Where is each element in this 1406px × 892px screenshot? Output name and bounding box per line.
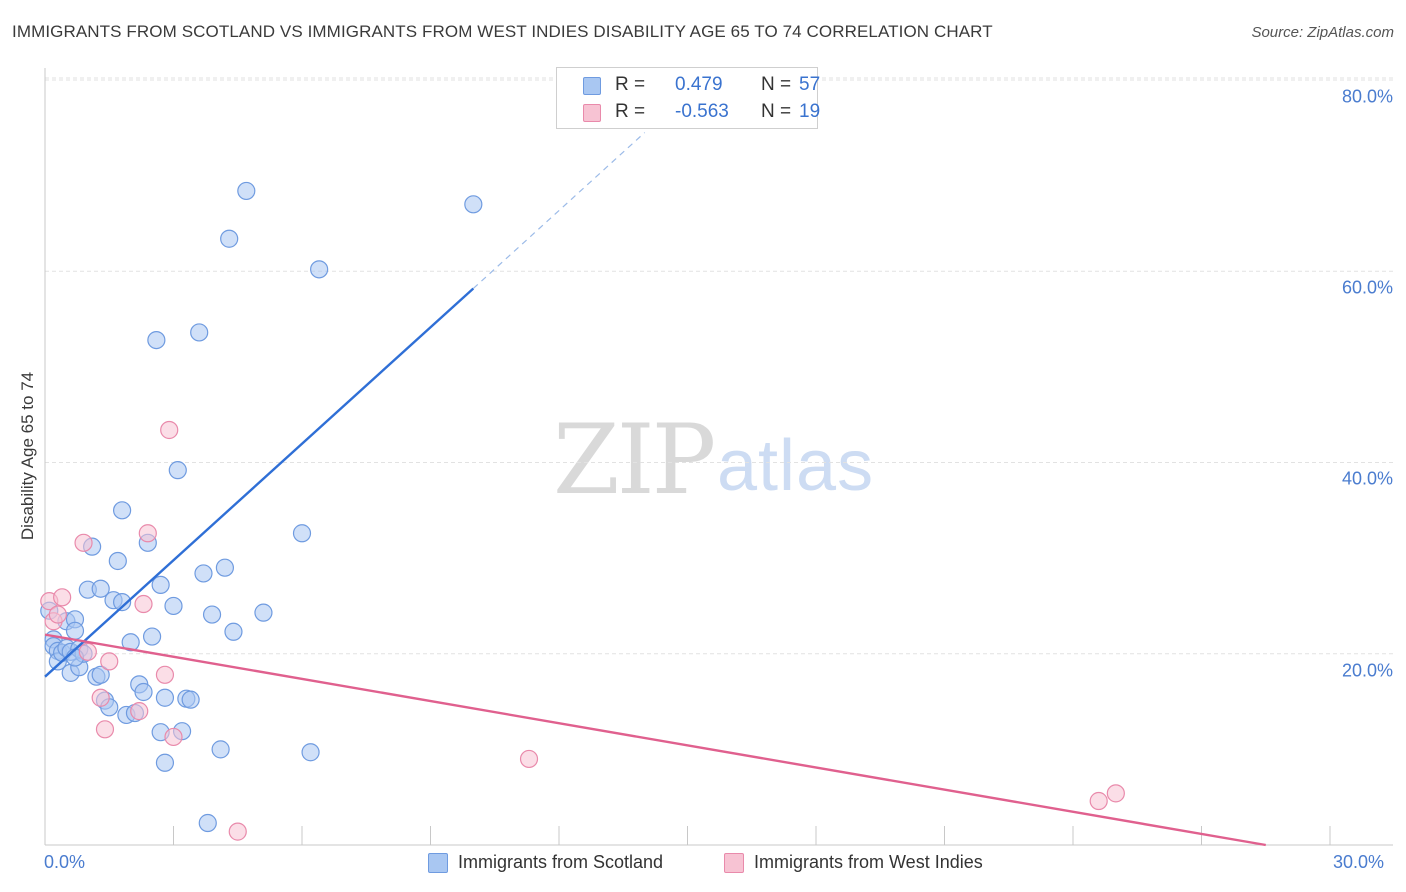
west-indies-point (228, 822, 247, 841)
legend-n-label: N = (761, 101, 792, 122)
scotland-point (215, 558, 234, 577)
watermark-atlas: atlas (717, 426, 875, 506)
west-indies-point (1106, 784, 1125, 803)
scotland-point (134, 682, 153, 702)
scotland-point (198, 813, 217, 833)
legend-n-label: N = (761, 74, 792, 95)
bottom-legend-swatch-west-indies (724, 853, 744, 873)
y-tick-label: 80.0% (1341, 86, 1393, 107)
scotland-point (237, 181, 256, 201)
y-axis-label: Disability Age 65 to 74 (18, 371, 37, 541)
west-indies-point (160, 420, 179, 440)
scotland-point (181, 690, 200, 709)
source-label: Source: ZipAtlas.com (1251, 24, 1394, 41)
scotland-point (211, 740, 230, 759)
scotland-point (164, 596, 183, 616)
scotland-point (220, 229, 239, 248)
legend-r-value: -0.563 (675, 101, 729, 122)
x-tick-label: 0.0% (44, 852, 86, 872)
x-tick-label: 30.0% (1333, 852, 1385, 872)
y-tick-label: 60.0% (1341, 277, 1393, 298)
scotland-point (224, 622, 243, 641)
scotland-point (147, 331, 166, 350)
scotland-point (108, 551, 127, 571)
west-indies-point (1089, 791, 1108, 811)
chart-title: IMMIGRANTS FROM SCOTLAND VS IMMIGRANTS F… (12, 22, 993, 41)
watermark-zip: ZIP (553, 404, 716, 516)
scotland-point (464, 195, 483, 214)
legend-r-value: 0.479 (675, 74, 723, 95)
legend-swatch-west-indies (583, 104, 601, 122)
scotland-point (65, 621, 85, 640)
scotland-point (91, 579, 110, 598)
correlation-legend: R = 0.479 N = 57 R = -0.563 N = 19 (556, 67, 821, 129)
west-indies-point (519, 749, 539, 769)
scotland-point (112, 501, 132, 520)
y-tick-label: 20.0% (1341, 660, 1393, 681)
legend-n-value: 57 (799, 74, 821, 95)
west-indies-point (91, 688, 110, 707)
west-indies-point (95, 720, 115, 739)
scotland-point (301, 743, 320, 762)
scotland-point (310, 260, 329, 279)
west-indies-point (100, 652, 119, 671)
scotland-point (194, 564, 213, 583)
legend-r-label: R = (615, 101, 646, 122)
west-indies-point (155, 665, 175, 684)
west-indies-point (138, 524, 157, 543)
west-indies-point (164, 727, 183, 747)
scotland-point (91, 665, 110, 684)
scotland-point (151, 575, 170, 595)
scotland-trend-line (44, 287, 475, 678)
west-indies-point (134, 594, 153, 614)
west-indies-trend-line (44, 633, 1266, 847)
scotland-point (121, 633, 140, 652)
scotland-point (254, 603, 273, 622)
west-indies-point (48, 605, 67, 624)
scotland-point (155, 688, 175, 707)
scotland-point (112, 593, 132, 612)
bottom-legend-swatch-scotland (428, 853, 448, 873)
scotland-trend-extension (472, 132, 646, 289)
y-tick-label: 40.0% (1341, 468, 1393, 489)
bottom-legend-label: Immigrants from West Indies (754, 852, 983, 872)
scotland-point (155, 753, 175, 772)
west-indies-point (53, 588, 72, 607)
west-indies-point (130, 702, 149, 721)
bottom-legend-label: Immigrants from Scotland (458, 852, 664, 872)
scotland-point (190, 323, 209, 342)
scotland-point (202, 605, 222, 624)
scotland-point (142, 627, 162, 646)
scotland-point (292, 524, 312, 543)
legend-r-label: R = (615, 74, 646, 95)
scotland-point (168, 461, 187, 480)
west-indies-point (78, 642, 97, 661)
legend-n-value: 19 (799, 101, 821, 122)
west-indies-point (74, 533, 93, 552)
legend-swatch-scotland (583, 77, 601, 95)
